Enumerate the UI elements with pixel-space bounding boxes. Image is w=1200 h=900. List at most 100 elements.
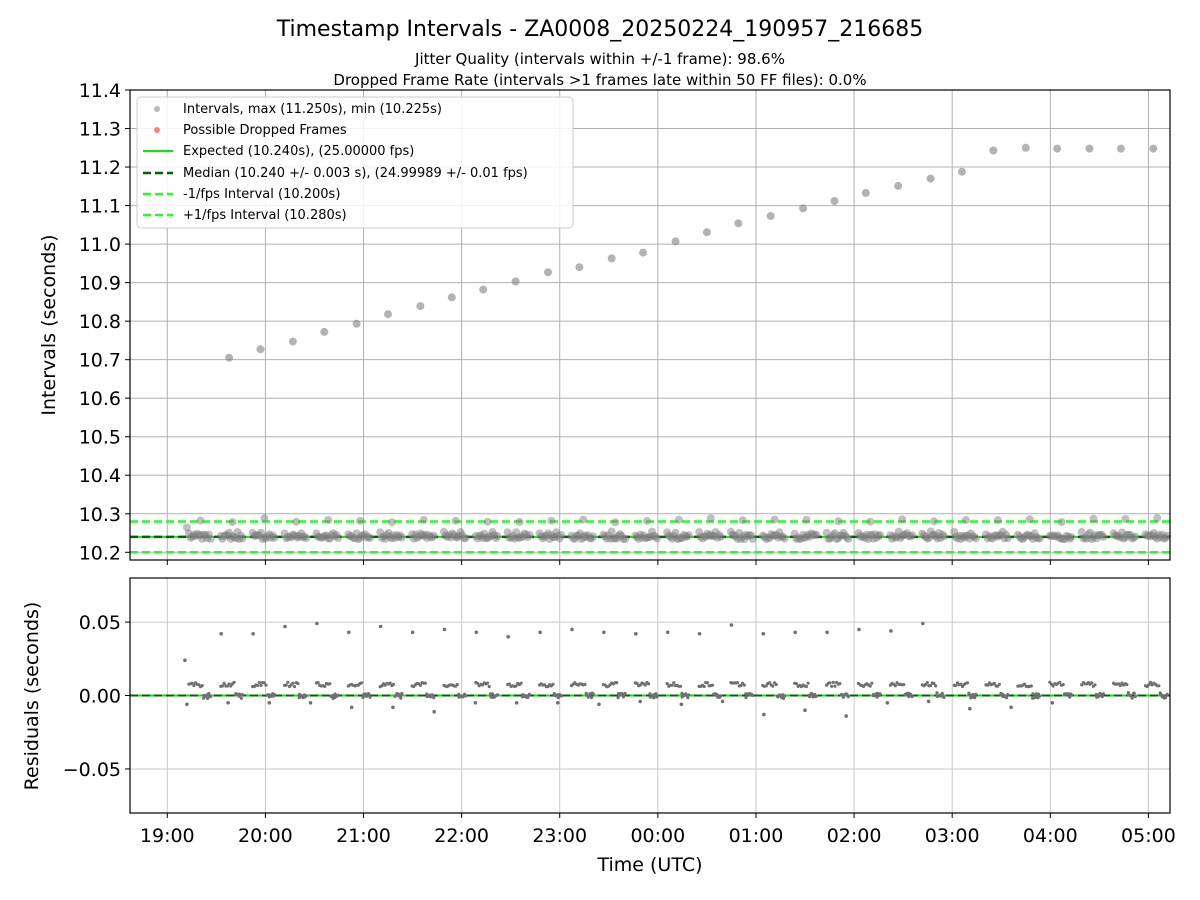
legend-label-intervals: Intervals, max (11.250s), min (10.225s) [183,102,442,117]
residual-point [652,696,656,700]
interval-point [780,534,789,543]
residual-point [291,681,295,685]
residual-spike-point [570,627,574,632]
intervals-y-tick-label: 11.3 [79,119,121,141]
residual-point [239,696,243,700]
residual-point [1118,683,1122,688]
spike-interval-point [766,212,775,220]
spike-interval-point [225,353,234,362]
x-tick-label: 19:00 [140,825,195,847]
residual-spike-point [697,632,702,636]
residual-low-point [844,714,848,718]
interval-point [260,514,269,523]
spike-interval-point [958,167,966,176]
residual-spike-point [219,632,223,636]
residual-point [323,684,327,689]
intervals-y-tick-label: 10.5 [79,427,121,449]
x-tick-label: 23:00 [532,825,587,847]
interval-point [653,534,661,543]
residual-point [1061,683,1065,687]
residual-point [1031,692,1035,696]
residual-point [902,683,906,687]
spike-interval-point [639,248,648,257]
x-tick-label: 02:00 [827,825,882,847]
residual-point [418,683,422,687]
residual-spike-point [602,630,606,635]
residual-point [767,681,772,685]
residual-point [925,680,929,685]
residual-low-point [762,712,766,717]
spike-interval-point [830,197,839,205]
residual-spike-point [761,632,766,636]
residual-point [584,691,588,696]
interval-point [1025,515,1034,524]
residual-spike-point [729,623,734,627]
intervals-y-tick-label: 11.2 [79,157,121,179]
residual-point [1080,683,1084,687]
interval-point [461,534,470,543]
residual-point [1035,695,1039,699]
residuals-y-label: Residuals (seconds) [21,602,43,791]
interval-point [1057,518,1066,527]
residual-point [1090,681,1094,685]
residual-spike-point [410,630,415,635]
legend-box [136,96,574,229]
interval-point [1003,534,1012,543]
residual-point [1148,680,1153,685]
residual-point [868,684,872,688]
residual-low-point [514,701,519,705]
intervals-y-tick-label: 10.3 [79,504,121,526]
residual-point [558,693,562,697]
residual-point [1005,696,1009,700]
residual-low-point [226,701,230,705]
residual-point [934,684,938,688]
residual-point [1162,696,1166,700]
residual-point [643,683,647,687]
spike-interval-point [734,219,743,228]
residual-point [1128,694,1132,698]
residual-spike-point [474,630,479,635]
interval-point [866,517,875,526]
residual-point [1125,683,1129,687]
residual-point [554,693,558,698]
residual-point [967,691,971,695]
residual-point [828,681,832,685]
residual-low-point [432,709,437,714]
intervals-y-label: Intervals (seconds) [38,234,60,415]
residual-point [237,692,241,696]
residual-point [986,683,990,687]
residual-point [710,683,715,687]
residual-point [360,681,364,685]
residual-point [749,692,754,696]
residual-point [736,681,740,685]
residual-point [1051,684,1055,688]
intervals-y-tick-label: 10.4 [79,465,121,487]
spike-interval-point [1053,144,1062,153]
interval-point [876,531,885,540]
interval-point [589,532,598,541]
spike-interval-point [1085,144,1094,153]
residual-point [519,681,523,685]
residual-spike-point [315,621,319,626]
intervals-y-ticks: 10.2 10.3 10.4 10.5 10.6 10.7 10.8 10.9 11.0 11.1… [79,80,130,564]
residual-point [207,691,211,696]
interval-point [429,531,438,540]
residual-point [552,692,556,696]
residual-low-point [185,702,189,707]
interval-point [547,516,556,525]
intervals-y-tick-label: 10.8 [79,311,121,333]
residual-point [655,695,659,699]
interval-point [419,515,428,524]
residual-point [388,681,392,685]
residuals-y-tick-label: 0.00 [79,686,121,708]
residual-spike-point [857,627,861,632]
residual-spike-point [283,624,287,629]
residual-low-point [1009,705,1013,710]
interval-point [812,530,821,539]
interval-point [557,531,566,539]
residual-point [259,683,263,688]
spike-interval-point [447,293,456,302]
legend-label-median: Median (10.240 +/- 0.003 s), (24.99989 +… [183,166,528,181]
residuals-x-ticks: 19:00 20:00 21:00 22:00 23:00 00:00 01:00 02:00… [140,813,1176,847]
interval-point [525,530,534,539]
